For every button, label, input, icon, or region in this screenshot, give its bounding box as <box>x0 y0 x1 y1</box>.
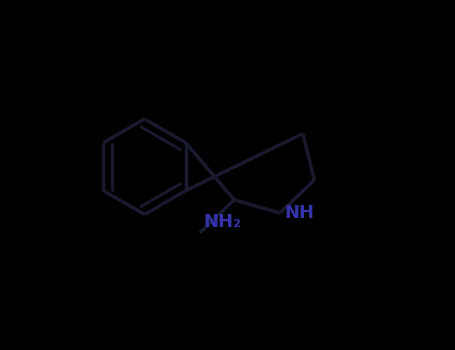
Text: NH₂: NH₂ <box>203 213 241 231</box>
Text: NH: NH <box>284 204 314 222</box>
